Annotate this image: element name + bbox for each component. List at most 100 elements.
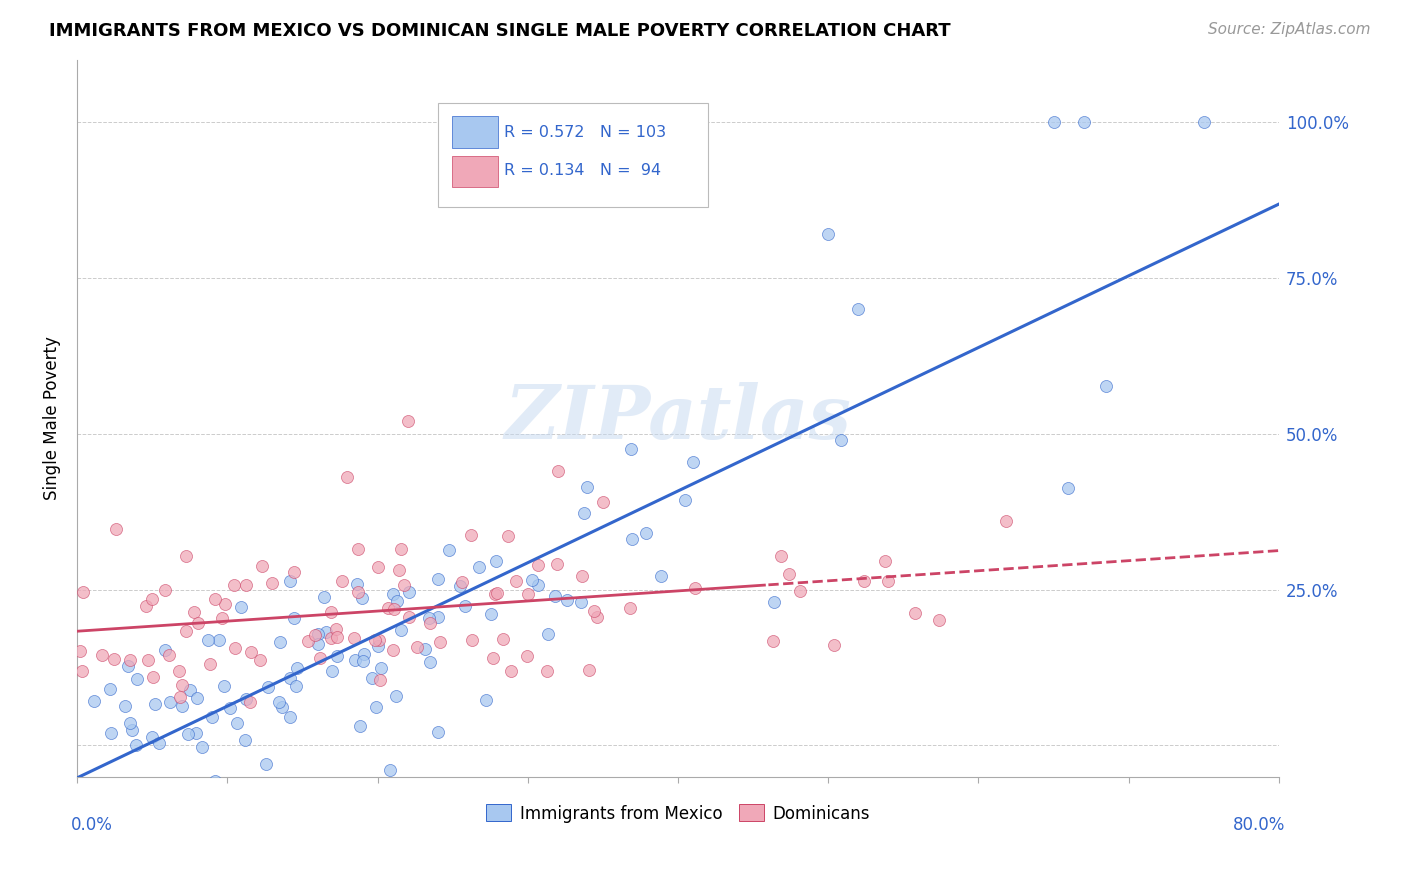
Point (366, 700, 388, 714)
Point (125, 738, 148, 752)
Point (572, 506, 595, 520)
Point (153, 642, 176, 657)
Legend: Immigrants from Mexico, Dominicans: Immigrants from Mexico, Dominicans (479, 797, 876, 830)
Point (204, 774, 226, 789)
Point (271, 700, 294, 714)
Point (141, 730, 163, 744)
Point (260, 575, 283, 590)
Point (389, 541, 412, 556)
Point (157, 648, 180, 663)
Point (208, 633, 231, 648)
Point (789, 584, 811, 599)
Point (319, 631, 342, 645)
Point (222, 577, 245, 591)
Point (537, 626, 560, 640)
Point (877, 574, 900, 588)
Point (405, 640, 427, 654)
FancyBboxPatch shape (453, 116, 498, 148)
Point (451, 575, 474, 590)
Point (347, 585, 370, 599)
Point (197, 632, 219, 647)
Point (517, 587, 540, 601)
Point (179, 683, 201, 698)
Point (418, 611, 440, 625)
Point (315, 624, 337, 639)
Point (413, 642, 436, 657)
Point (486, 586, 509, 600)
Text: ZIPatlas: ZIPatlas (505, 382, 852, 454)
Point (135, 599, 157, 613)
Point (141, 591, 163, 606)
Point (177, 727, 200, 741)
FancyBboxPatch shape (437, 103, 709, 207)
Point (343, 632, 366, 646)
Point (83, 694, 105, 708)
Text: R = 0.134   N =  94: R = 0.134 N = 94 (503, 163, 661, 178)
Point (170, 678, 193, 692)
Text: IMMIGRANTS FROM MEXICO VS DOMINICAN SINGLE MALE POVERTY CORRELATION CHART: IMMIGRANTS FROM MEXICO VS DOMINICAN SING… (49, 22, 950, 40)
Point (153, 582, 176, 597)
Point (121, 723, 143, 738)
Point (214, 597, 236, 611)
Point (159, 694, 181, 708)
Point (1192, 115, 1215, 129)
Point (120, 715, 142, 730)
Point (90, 788, 112, 802)
Point (176, 624, 198, 638)
Text: 80.0%: 80.0% (1233, 816, 1285, 834)
Point (307, 637, 329, 651)
Point (492, 632, 515, 646)
Point (105, 523, 128, 537)
Point (429, 635, 451, 649)
Point (673, 493, 696, 508)
Point (167, 665, 190, 679)
Text: 0.0%: 0.0% (72, 816, 112, 834)
Point (683, 581, 706, 595)
Point (370, 661, 392, 675)
Point (148, 735, 170, 749)
Point (226, 716, 249, 731)
Point (823, 638, 845, 652)
Point (619, 442, 641, 457)
Point (219, 701, 242, 715)
Point (367, 560, 389, 574)
Point (398, 610, 420, 624)
Point (546, 557, 568, 571)
Point (330, 574, 353, 589)
Point (569, 595, 592, 609)
Point (636, 525, 658, 540)
Point (201, 710, 224, 724)
Y-axis label: Single Male Poverty: Single Male Poverty (44, 336, 60, 500)
Text: R = 0.572   N = 103: R = 0.572 N = 103 (503, 125, 666, 139)
Point (364, 633, 387, 648)
Point (343, 653, 366, 667)
Point (682, 455, 704, 469)
Point (873, 554, 896, 568)
Point (544, 589, 567, 603)
Point (396, 414, 419, 428)
Point (278, 710, 301, 724)
Point (762, 633, 785, 648)
Point (314, 590, 336, 604)
Point (427, 609, 450, 624)
Point (392, 578, 415, 592)
Point (307, 627, 329, 641)
Point (270, 787, 292, 801)
Point (499, 664, 522, 678)
Point (903, 607, 925, 621)
Point (280, 671, 302, 685)
Point (235, 692, 257, 706)
Point (352, 654, 374, 668)
Point (239, 695, 262, 709)
Point (484, 586, 506, 600)
Point (461, 633, 484, 648)
Point (419, 655, 441, 669)
Point (380, 763, 402, 777)
Point (578, 663, 600, 677)
Point (928, 613, 950, 627)
Point (280, 574, 302, 588)
Text: Source: ZipAtlas.com: Source: ZipAtlas.com (1208, 22, 1371, 37)
Point (283, 566, 305, 580)
Point (233, 733, 256, 747)
Point (352, 591, 374, 605)
